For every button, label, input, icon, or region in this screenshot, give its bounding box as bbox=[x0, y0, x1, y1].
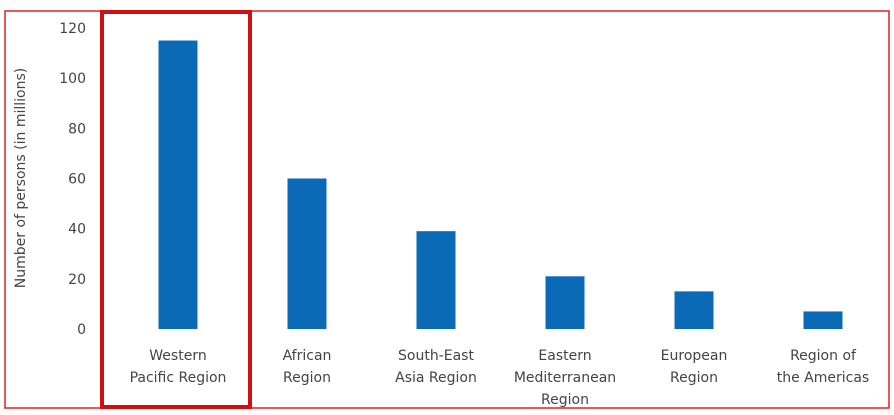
bar bbox=[674, 291, 714, 329]
y-axis-label: Number of persons (in millions) bbox=[13, 68, 29, 288]
y-tick-label: 0 bbox=[77, 322, 86, 338]
x-tick-label: South-East Asia Region bbox=[395, 348, 477, 386]
x-tick-label: African Region bbox=[283, 348, 332, 386]
y-tick-label: 20 bbox=[68, 272, 86, 288]
bar bbox=[287, 178, 327, 329]
x-tick-label: Region of the Americas bbox=[777, 348, 869, 386]
x-tick-label: Eastern Mediterranean Region bbox=[514, 348, 616, 408]
x-tick-labels: Western Pacific Region African Region South-… bbox=[130, 348, 870, 408]
y-tick-label: 100 bbox=[59, 71, 86, 87]
y-tick-label: 120 bbox=[59, 21, 86, 37]
highlight-box bbox=[100, 10, 252, 409]
chart-frame bbox=[4, 10, 890, 409]
x-tick-label: European Region bbox=[661, 348, 728, 386]
bar bbox=[545, 276, 585, 329]
bars bbox=[158, 40, 843, 330]
y-tick-label: 80 bbox=[68, 121, 86, 137]
y-axis-label-group: Number of persons (in millions) bbox=[13, 68, 29, 288]
x-tick-label: Western Pacific Region bbox=[130, 348, 227, 386]
y-tick-labels: 0 20 40 60 80 100 120 bbox=[59, 21, 86, 338]
y-tick-label: 40 bbox=[68, 222, 86, 238]
bar bbox=[158, 40, 198, 330]
y-tick-label: 60 bbox=[68, 172, 86, 188]
bar bbox=[803, 311, 843, 329]
bar bbox=[416, 231, 456, 329]
